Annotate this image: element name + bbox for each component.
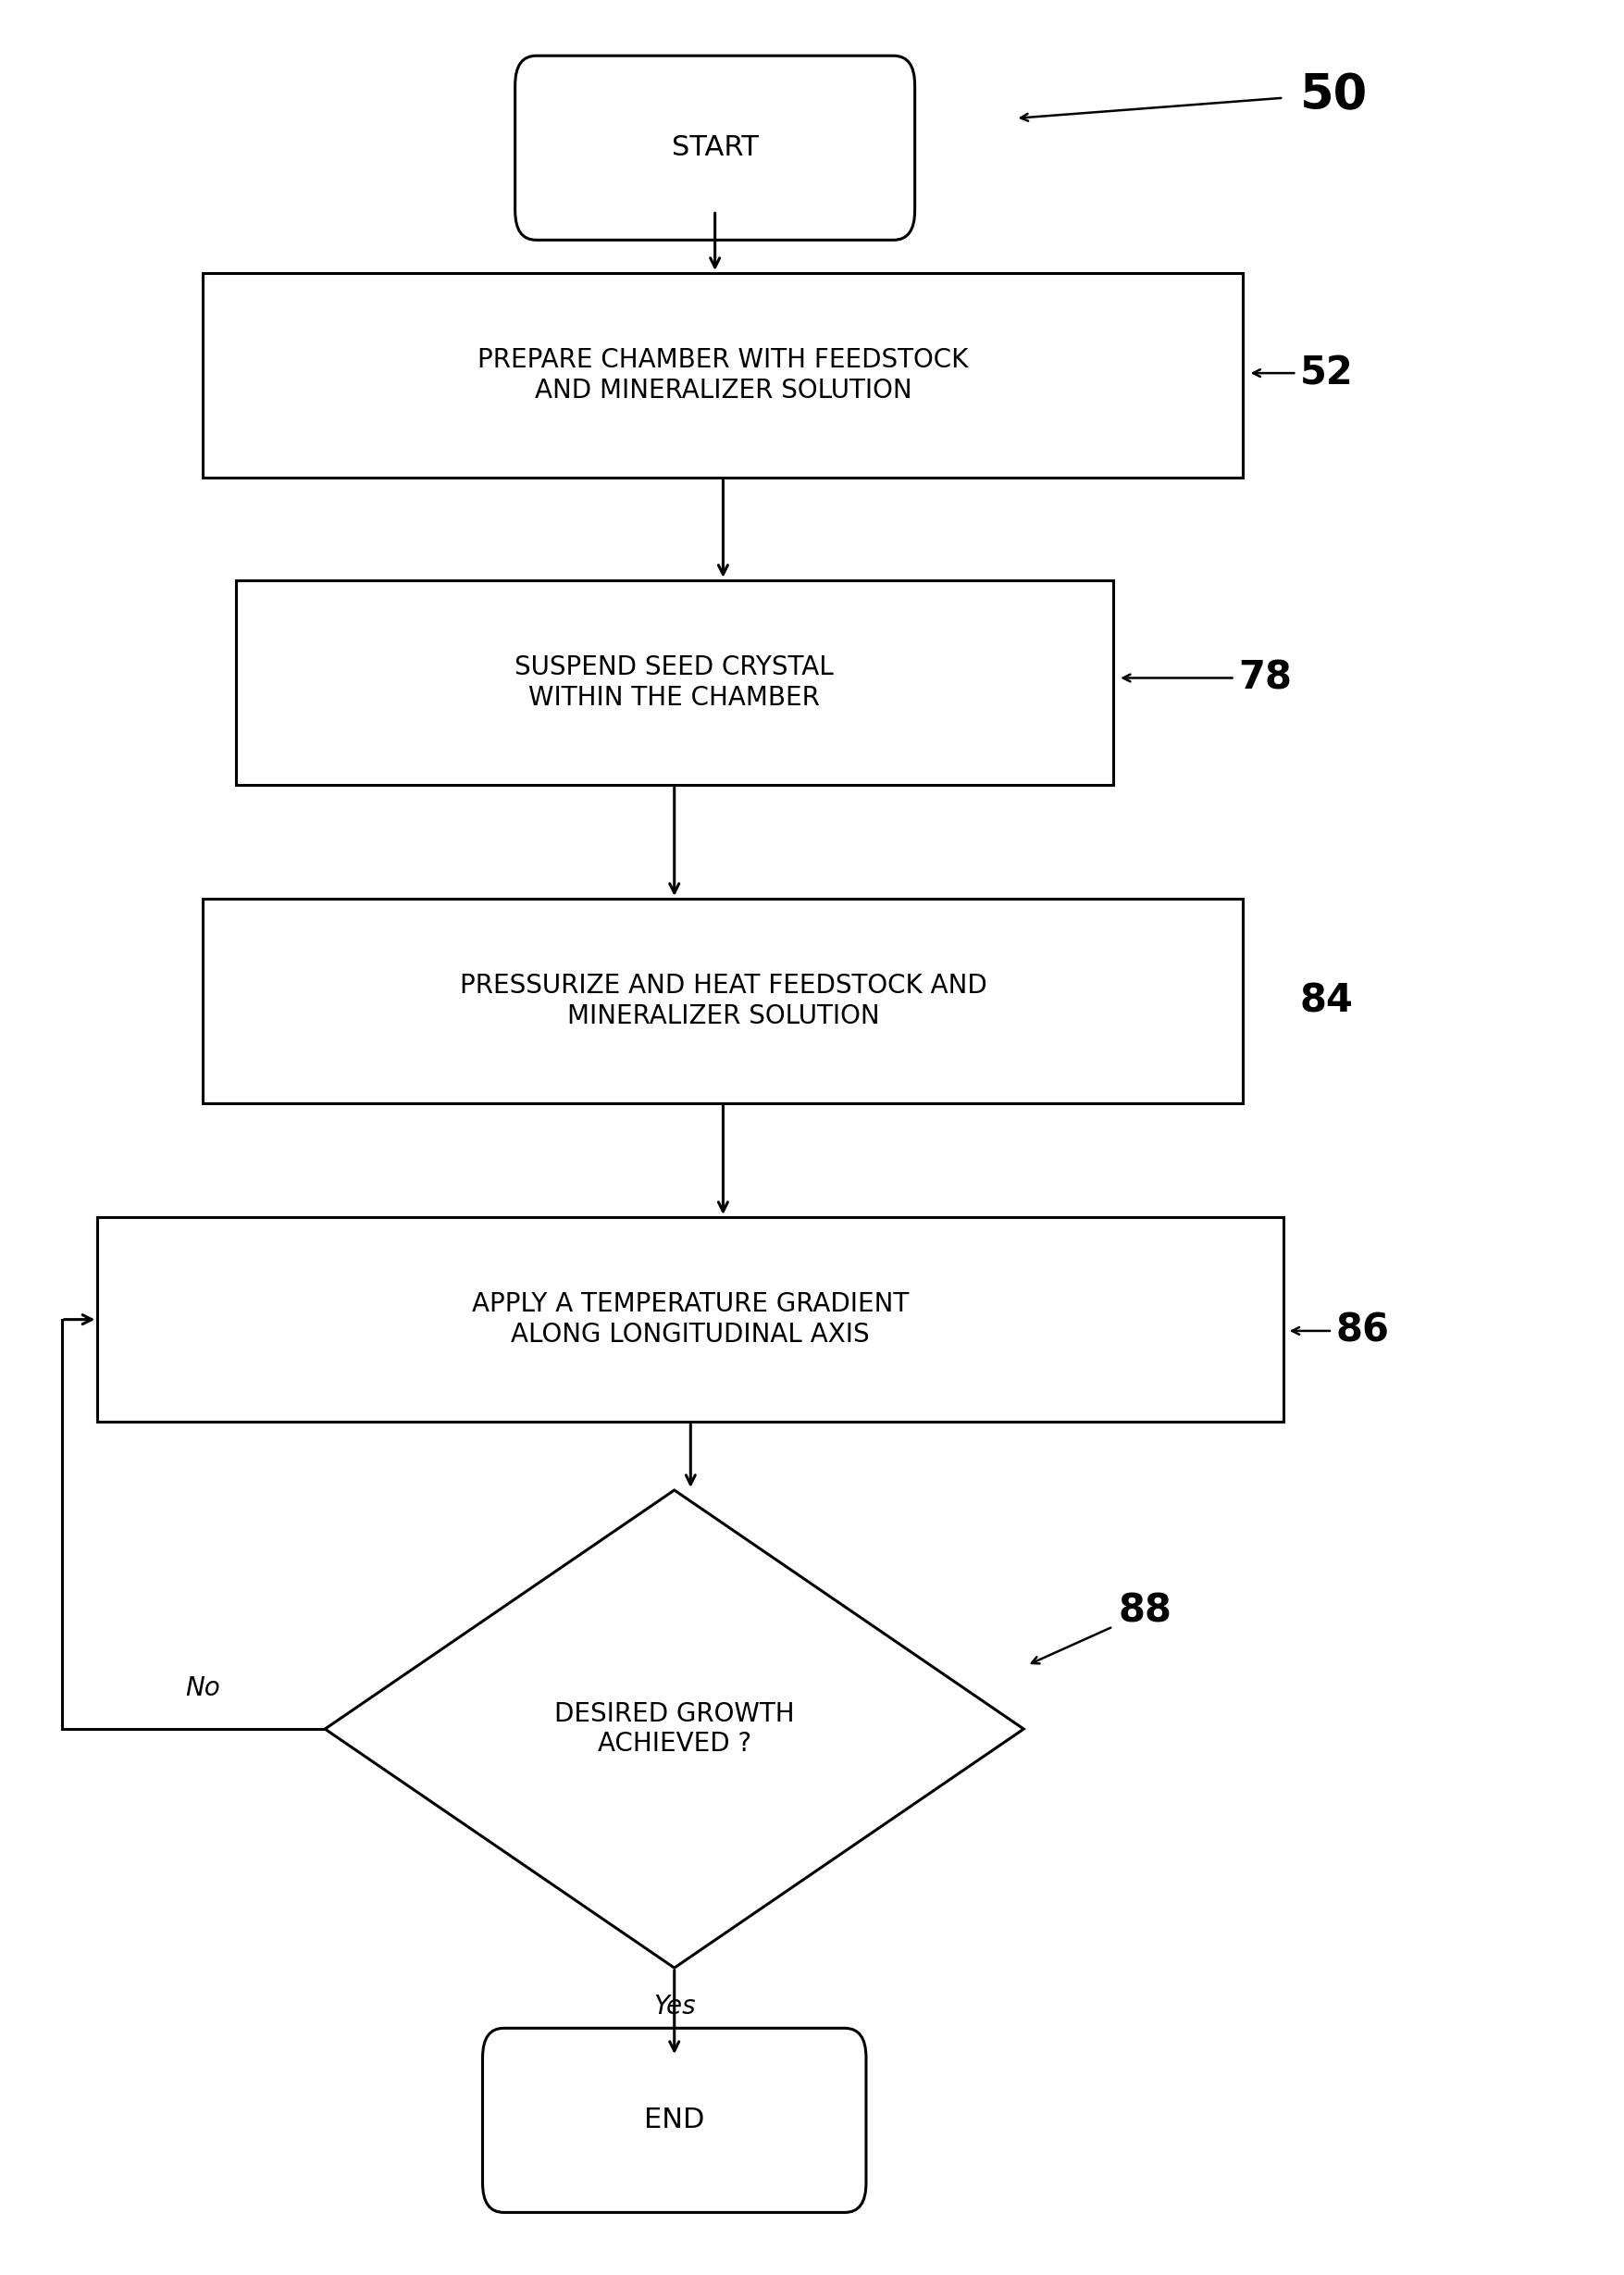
Text: PREPARE CHAMBER WITH FEEDSTOCK
AND MINERALIZER SOLUTION: PREPARE CHAMBER WITH FEEDSTOCK AND MINER… — [477, 348, 968, 403]
Text: Yes: Yes — [653, 1993, 695, 2020]
Bar — [235, 580, 1112, 785]
Text: DESIRED GROWTH
ACHIEVED ?: DESIRED GROWTH ACHIEVED ? — [554, 1702, 794, 1756]
Text: PRESSURIZE AND HEAT FEEDSTOCK AND
MINERALIZER SOLUTION: PRESSURIZE AND HEAT FEEDSTOCK AND MINERA… — [460, 974, 986, 1028]
Text: END: END — [643, 2107, 705, 2134]
Text: 84: 84 — [1299, 981, 1353, 1021]
Text: 86: 86 — [1335, 1310, 1389, 1351]
Bar — [97, 1217, 1283, 1422]
Text: 88: 88 — [1117, 1590, 1171, 1631]
Text: 78: 78 — [1237, 657, 1291, 698]
Text: 52: 52 — [1299, 353, 1353, 394]
Text: 50: 50 — [1299, 71, 1367, 121]
Text: SUSPEND SEED CRYSTAL
WITHIN THE CHAMBER: SUSPEND SEED CRYSTAL WITHIN THE CHAMBER — [515, 655, 833, 710]
Polygon shape — [325, 1490, 1023, 1968]
FancyBboxPatch shape — [515, 57, 914, 241]
Bar — [203, 273, 1242, 478]
Bar — [203, 899, 1242, 1103]
FancyBboxPatch shape — [482, 2029, 866, 2211]
Text: No: No — [185, 1674, 221, 1702]
Text: APPLY A TEMPERATURE GRADIENT
ALONG LONGITUDINAL AXIS: APPLY A TEMPERATURE GRADIENT ALONG LONGI… — [473, 1292, 908, 1347]
Text: START: START — [671, 134, 758, 162]
